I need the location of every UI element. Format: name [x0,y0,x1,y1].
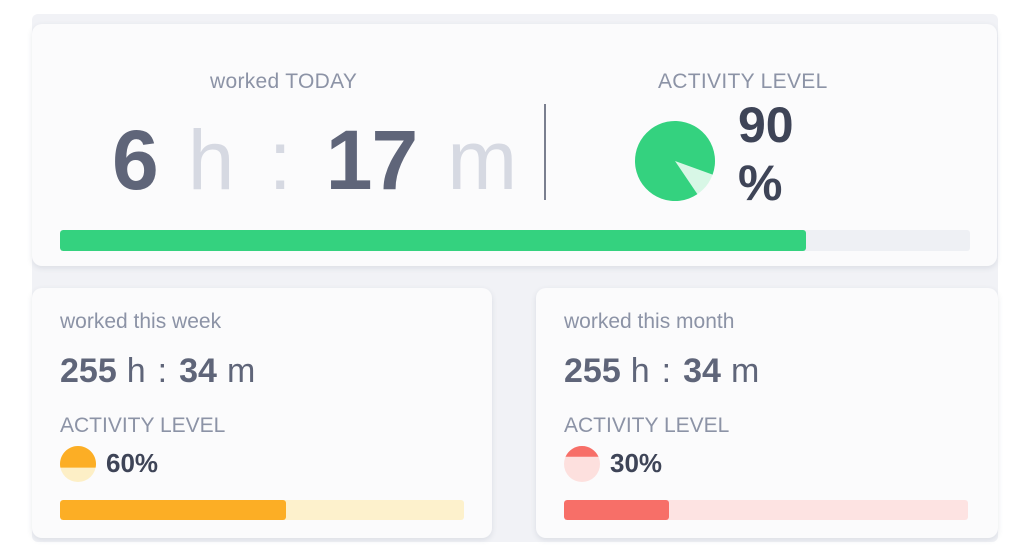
today-label: worked TODAY [210,70,358,93]
month-progress-bar [564,500,968,520]
week-progress-fill [60,500,287,520]
today-activity-value: 90 % [738,96,828,212]
today-hours: 6 [112,113,159,207]
week-minutes: 34 [179,352,217,390]
month-activity-pie-icon [564,446,600,482]
month-label: worked this month [564,310,735,333]
vertical-divider [544,104,546,200]
month-hours-unit: h [630,352,650,390]
month-separator: : [661,352,672,390]
week-activity-pie-icon [60,446,96,482]
week-separator: : [157,352,168,390]
week-hours-unit: h [126,352,146,390]
today-progress-fill [60,230,807,251]
month-pie-slice [565,446,599,457]
month-card: worked this month 255 h:34 m ACTIVITY LEVE… [536,288,998,538]
week-minutes-unit: m [226,352,256,390]
today-activity-unit: % [738,155,783,211]
today-card: worked TODAY 6 h : 17 m ACTIVITY LEVEL 9… [32,24,997,266]
today-hours-unit: h [187,113,235,207]
today-activity-number: 90 [738,97,794,153]
week-card: worked this week 255 h:34 m ACTIVITY LEVEL… [32,288,492,538]
today-progress-bar [60,230,970,251]
today-activity-label: ACTIVITY LEVEL [658,70,828,93]
today-pie-slice [635,121,715,201]
week-time: 255 h:34 m [60,352,255,391]
month-time: 255 h:34 m [564,352,759,391]
month-hours: 255 [564,352,621,390]
week-activity-label: ACTIVITY LEVEL [60,414,226,437]
week-pie-slice [60,446,96,468]
week-hours: 255 [60,352,117,390]
week-label: worked this week [60,310,222,333]
today-time: 6 h : 17 m [112,112,517,212]
month-minutes: 34 [683,352,721,390]
month-progress-fill [564,500,670,520]
week-activity-value: 60% [106,448,159,478]
month-activity-label: ACTIVITY LEVEL [564,414,730,437]
dashboard-page: worked TODAY 6 h : 17 m ACTIVITY LEVEL 9… [32,14,998,542]
today-minutes: 17 [325,113,418,207]
today-minutes-unit: m [447,113,518,207]
month-minutes-unit: m [730,352,760,390]
week-progress-bar [60,500,464,520]
today-activity-pie-icon [635,121,715,201]
today-separator: : [268,113,292,207]
month-activity-value: 30% [610,448,663,478]
